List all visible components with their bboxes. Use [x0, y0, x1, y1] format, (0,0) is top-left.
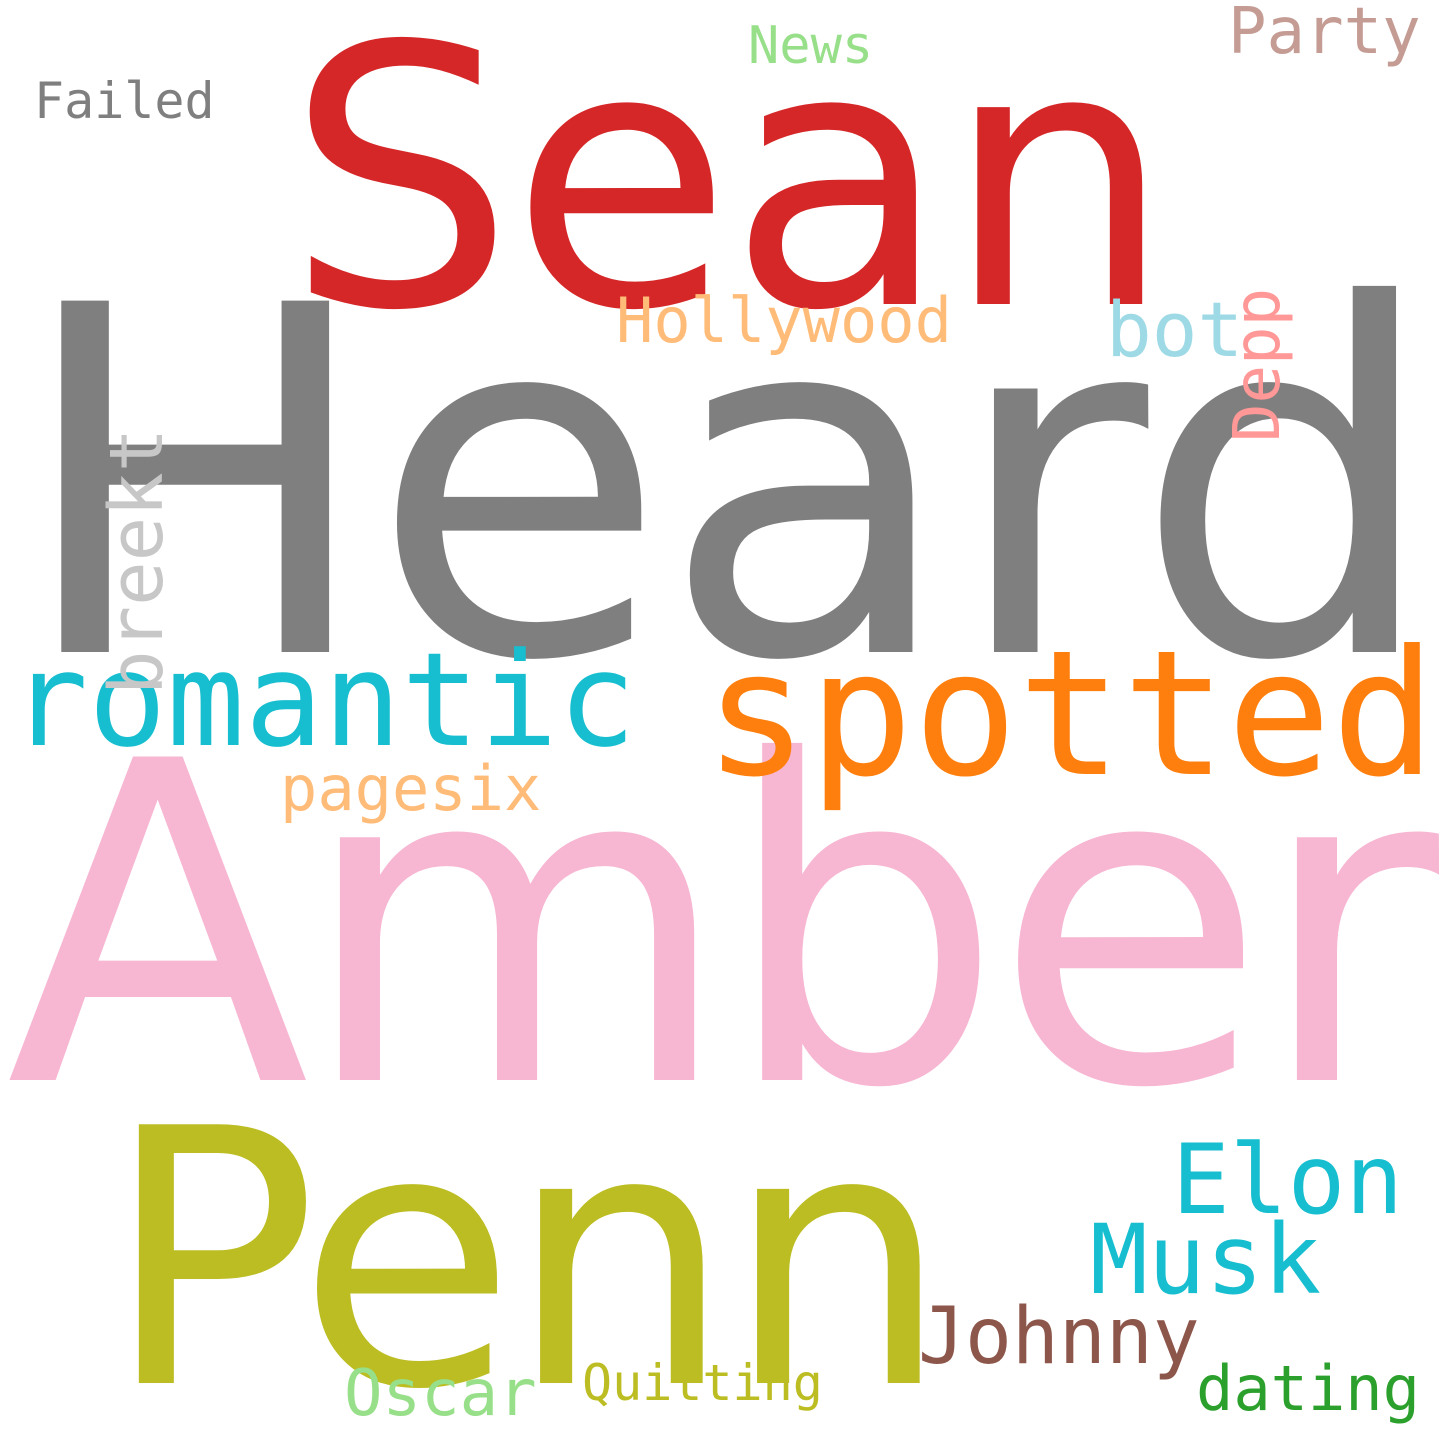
word-musk: Musk	[1090, 1204, 1322, 1316]
word-party: Party	[1228, 0, 1421, 69]
word-pagesix: pagesix	[280, 752, 542, 825]
word-hollywood: Hollywood	[616, 284, 952, 357]
word-romantic: romantic	[10, 624, 637, 776]
word-spotted: spotted	[704, 613, 1436, 815]
word-news: News	[748, 16, 874, 76]
word-failed: Failed	[34, 72, 215, 130]
word-heard: Heard	[14, 205, 1440, 766]
word-bot: bot	[1106, 285, 1244, 374]
word-breekt: breekt	[94, 427, 180, 695]
word-depp: Depp	[1221, 287, 1295, 442]
word-sean: Sean	[286, 0, 1173, 389]
word-penn: Penn	[104, 1053, 950, 1440]
word-amber: Amber	[6, 668, 1439, 1185]
word-quitting: Quitting	[582, 1354, 823, 1412]
word-elon: Elon	[1172, 1124, 1404, 1236]
word-johnny: Johnny	[918, 1292, 1200, 1382]
word-dating: dating	[1196, 1352, 1420, 1425]
word-oscar: Oscar	[344, 1357, 537, 1431]
